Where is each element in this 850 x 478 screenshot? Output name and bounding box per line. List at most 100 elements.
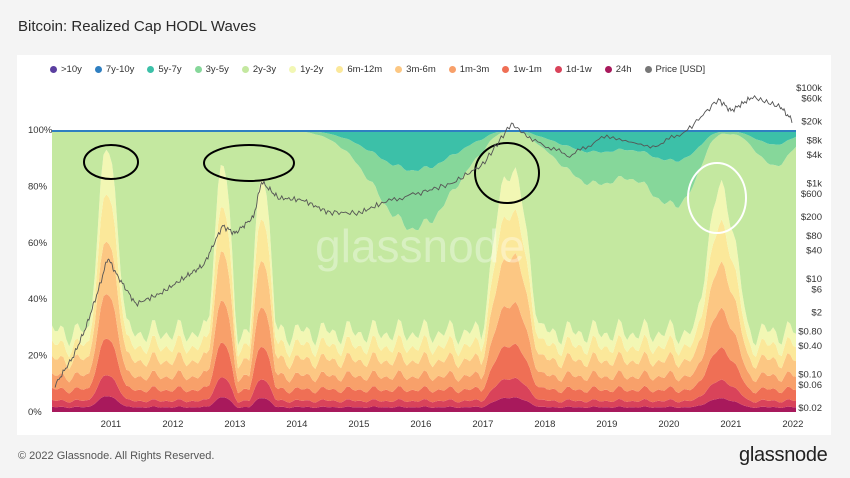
legend-dot — [241, 66, 249, 73]
legend-dot — [289, 66, 297, 73]
y-right-tick: $100k — [796, 83, 822, 94]
y-right-tick: $200 — [801, 212, 822, 223]
y-right-tick: $60k — [801, 94, 822, 105]
legend-dot — [50, 66, 57, 73]
y-right-tick: $10 — [806, 274, 822, 285]
x-tick: 2013 — [224, 419, 245, 430]
y-left-tick: 80% — [28, 181, 48, 192]
legend-label: 5y-7y — [158, 64, 182, 75]
band-1d-1w — [52, 375, 796, 409]
legend-item-2y-3y[interactable]: 2y-3y — [241, 64, 277, 75]
legend-dot — [644, 66, 652, 73]
y-right-tick: $6 — [811, 285, 822, 296]
y-left-tick: 40% — [28, 294, 48, 305]
page-title: Bitcoin: Realized Cap HODL Waves — [18, 18, 257, 35]
legend-label: 1w-1m — [513, 64, 542, 75]
legend-label: 1y-2y — [300, 64, 324, 75]
legend-item-5y-7y[interactable]: 5y-7y — [147, 64, 182, 75]
legend-dot — [336, 66, 344, 73]
left-axis: 100% 80% 60% 40% 20% 0% — [28, 125, 53, 418]
x-axis: 2011 2012 2013 2014 2015 2016 2017 2018 2019 2020… — [101, 419, 804, 430]
age-bands — [52, 130, 796, 412]
y-right-tick: $0.10 — [798, 370, 822, 381]
band-1m-3m — [52, 294, 796, 394]
legend-label: 2y-3y — [252, 64, 277, 75]
legend-label: 3m-6m — [406, 64, 436, 75]
legend-item-24h[interactable]: 24h — [604, 64, 632, 75]
y-left-tick: 60% — [28, 238, 48, 249]
price-line — [54, 95, 793, 388]
x-tick: 2015 — [348, 419, 369, 430]
y-right-tick: $20k — [801, 116, 822, 127]
y-right-tick: $0.40 — [798, 341, 822, 352]
legend-item--10y[interactable]: >10y — [50, 64, 82, 75]
legend-dot — [395, 66, 403, 73]
x-tick: 2022 — [782, 419, 803, 430]
y-right-tick: $1k — [807, 179, 823, 190]
y-right-tick: $80 — [806, 231, 822, 242]
x-tick: 2018 — [534, 419, 555, 430]
y-right-tick: $8k — [807, 135, 823, 146]
y-right-tick: $4k — [807, 150, 823, 161]
annotation-ellipse-4 — [687, 162, 747, 234]
y-right-tick: $2 — [811, 307, 822, 318]
y-right-tick: $0.02 — [798, 403, 822, 414]
band-2y-3y — [52, 130, 796, 347]
legend-item-7y-10y[interactable]: 7y-10y — [94, 64, 135, 75]
y-left-tick: 100% — [28, 125, 53, 136]
legend-item-3m-6m[interactable]: 3m-6m — [395, 64, 436, 75]
legend-label: 3y-5y — [205, 64, 229, 75]
annotations — [83, 142, 747, 234]
legend-item-1d-1w[interactable]: 1d-1w — [554, 64, 592, 75]
legend-dot — [194, 66, 202, 73]
y-right-tick: $600 — [801, 189, 822, 200]
annotation-ellipse-1 — [83, 144, 139, 180]
legend-label: 6m-12m — [347, 64, 383, 75]
x-tick: 2012 — [162, 419, 183, 430]
band-1w-1m — [52, 338, 796, 403]
band-3m-6m — [52, 241, 796, 383]
band-24h — [52, 396, 796, 412]
band-3y-5y — [52, 130, 796, 231]
x-tick: 2020 — [658, 419, 679, 430]
legend-label: 1m-3m — [459, 64, 490, 75]
legend-dot — [604, 66, 612, 73]
y-right-tick: $40 — [806, 245, 822, 256]
glassnode-logo[interactable]: glassnode — [739, 444, 828, 466]
band-5y-7y — [52, 130, 796, 171]
band-7y-10y — [52, 130, 796, 132]
x-tick: 2011 — [101, 419, 121, 430]
legend-dot — [94, 66, 102, 73]
legend-item-price-usd-[interactable]: Price [USD] — [644, 64, 706, 75]
legend-label: Price [USD] — [655, 64, 706, 75]
legend-item-1y-2y[interactable]: 1y-2y — [289, 64, 323, 75]
copyright-text: © 2022 Glassnode. All Rights Reserved. — [18, 450, 215, 462]
y-right-tick: $0.80 — [798, 326, 822, 337]
x-tick: 2014 — [286, 419, 307, 430]
y-right-tick: $0.06 — [798, 380, 822, 391]
legend-item-3y-5y[interactable]: 3y-5y — [194, 64, 229, 75]
legend-label: 7y-10y — [105, 64, 135, 75]
annotation-ellipse-3 — [474, 142, 540, 204]
x-tick: 2021 — [720, 419, 741, 430]
x-tick: 2019 — [596, 419, 617, 430]
legend-dot — [502, 66, 510, 73]
chart-legend: >10y 7y-10y 5y-7y 3y-5y 2y-3y 1y-2y 6m-12m 3m-6… — [50, 64, 718, 75]
right-axis: $100k$60k$20k$8k$4k$1k$600$200$80$40$10$… — [796, 83, 822, 414]
legend-dot — [448, 66, 456, 73]
x-tick: 2017 — [472, 419, 493, 430]
legend-dot — [147, 66, 155, 73]
annotation-ellipse-2 — [203, 144, 295, 182]
x-tick: 2016 — [410, 419, 431, 430]
legend-label: >10y — [61, 64, 82, 75]
legend-item-6m-12m[interactable]: 6m-12m — [336, 64, 382, 75]
legend-item-1m-3m[interactable]: 1m-3m — [448, 64, 490, 75]
watermark: glassnode — [315, 220, 525, 272]
legend-dot — [554, 66, 562, 73]
legend-label: 24h — [615, 64, 632, 75]
y-left-tick: 0% — [28, 407, 42, 418]
y-left-tick: 20% — [28, 351, 48, 362]
legend-item-1w-1m[interactable]: 1w-1m — [502, 64, 542, 75]
legend-label: 1d-1w — [565, 64, 592, 75]
